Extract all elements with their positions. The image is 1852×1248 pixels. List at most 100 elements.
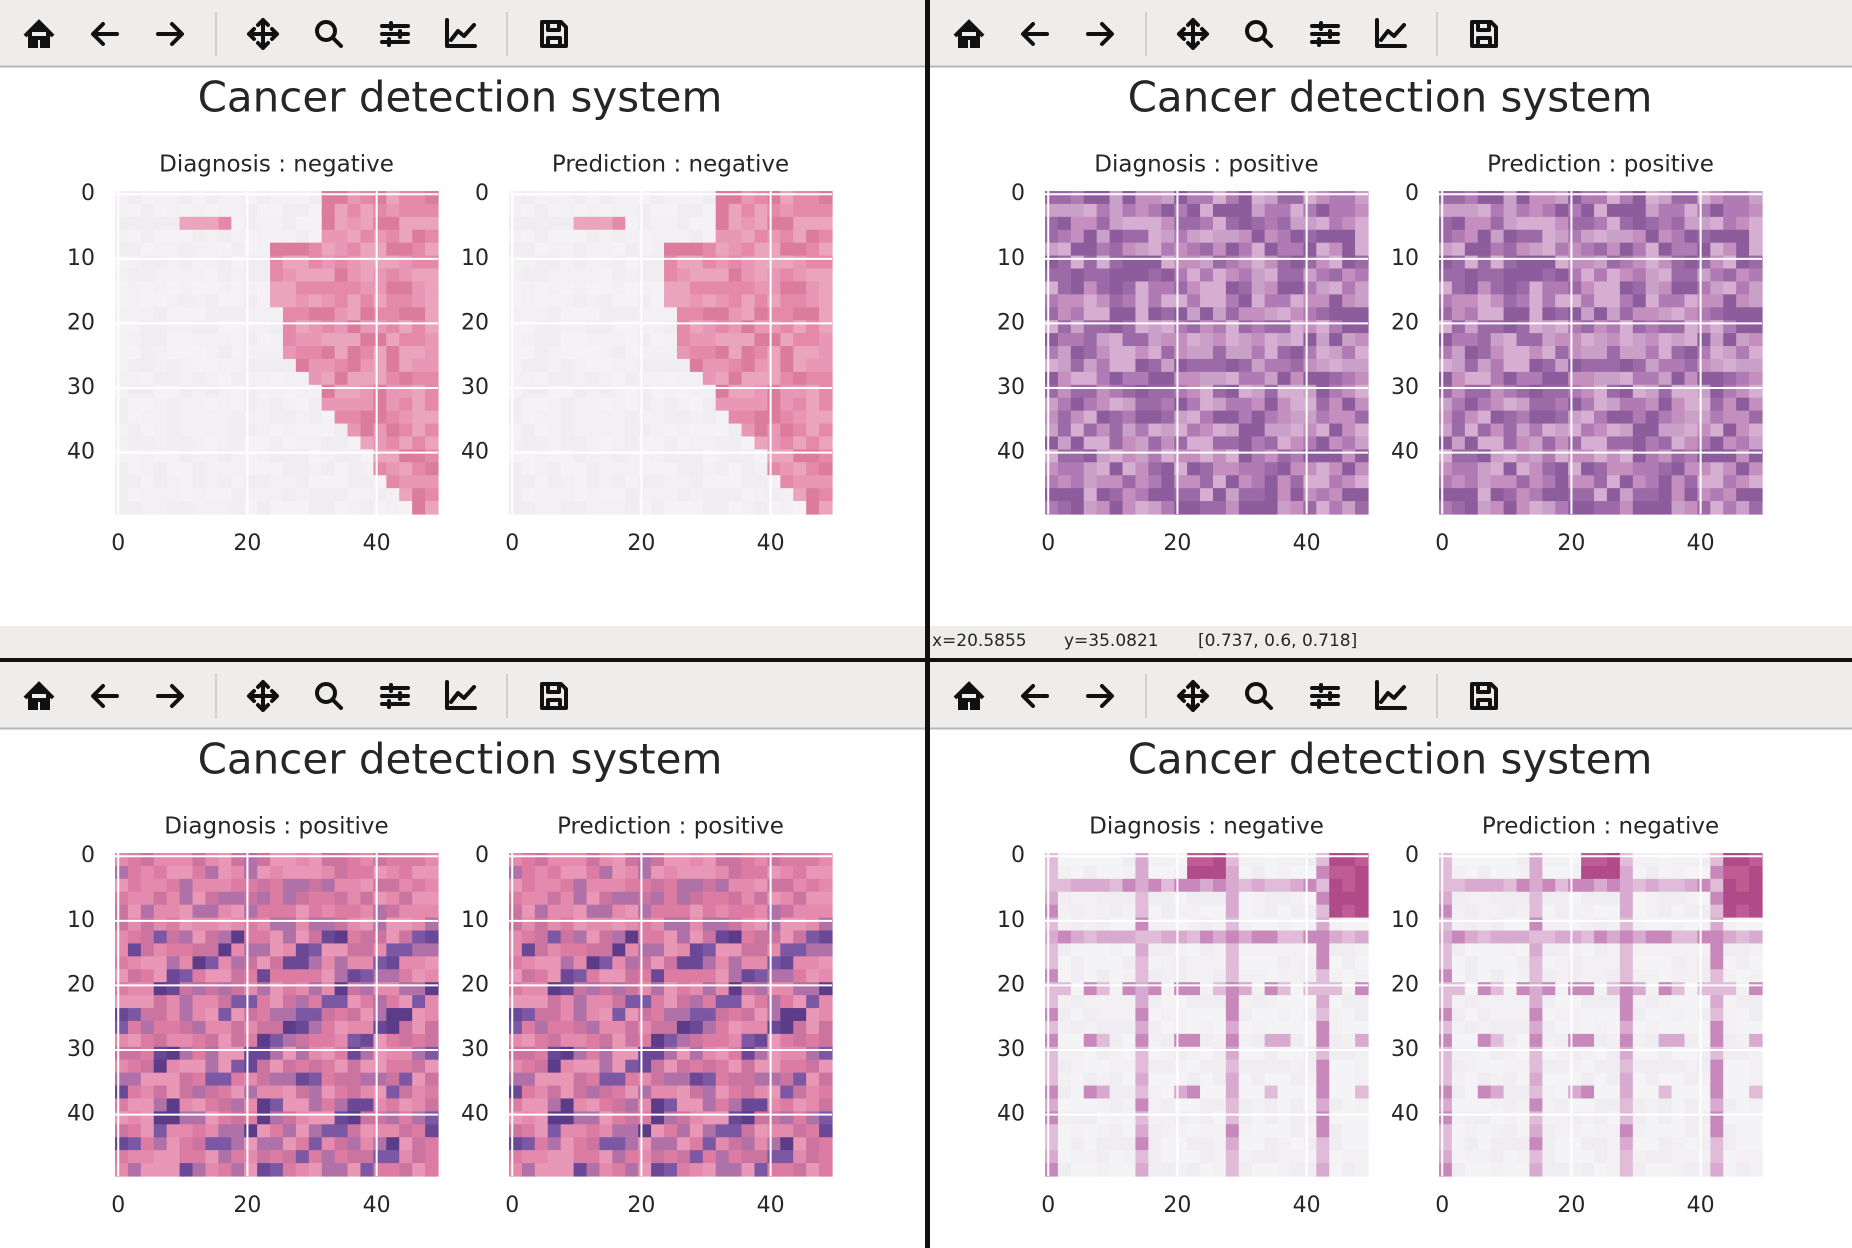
image-pixel (1122, 1098, 1137, 1112)
toolbar-button[interactable] (380, 21, 410, 47)
image-pixel (334, 930, 349, 945)
image-pixel (560, 307, 575, 321)
toolbar-button[interactable] (1245, 682, 1273, 710)
toolbar-button[interactable] (91, 684, 119, 708)
image-pixel (573, 333, 588, 347)
image-pixel (1555, 384, 1569, 399)
toolbar-button[interactable] (247, 680, 279, 712)
image-pixel (1632, 865, 1647, 880)
toolbar-button[interactable] (156, 22, 184, 46)
image-pixel (741, 281, 756, 295)
toolbar-button[interactable] (23, 681, 55, 710)
image-pixel (1658, 969, 1673, 983)
image-pixel (651, 1150, 665, 1164)
image-pixel (689, 203, 704, 218)
toolbar-button[interactable] (23, 19, 55, 48)
image-pixel (425, 384, 439, 399)
toolbar-button[interactable] (1086, 684, 1114, 708)
image-pixel (1083, 969, 1098, 983)
toolbar-button[interactable] (1086, 22, 1114, 46)
image-pixel (1671, 371, 1686, 386)
toolbar-button[interactable] (1021, 22, 1049, 46)
image-pixel (806, 1150, 820, 1164)
image-pixel (1503, 930, 1518, 945)
image-pixel (1083, 878, 1098, 893)
image-pixel (1251, 462, 1266, 476)
toolbar-button[interactable] (1375, 680, 1407, 710)
image-pixel (1057, 1150, 1072, 1164)
image-pixel (586, 203, 601, 218)
image-pixel (521, 1046, 536, 1061)
image-pixel (1225, 449, 1240, 463)
image-pixel (1329, 216, 1343, 231)
image-pixel (625, 384, 639, 399)
image-pixel (1200, 1059, 1214, 1074)
image-pixel (1355, 358, 1369, 373)
image-pixel (412, 1085, 426, 1100)
toolbar-button[interactable] (1177, 680, 1209, 712)
image-pixel (1148, 423, 1162, 438)
image-pixel (1671, 475, 1686, 489)
image-pixel (1477, 436, 1492, 450)
image-pixel (1174, 307, 1188, 321)
image-pixel (1342, 320, 1356, 334)
image-pixel (231, 333, 245, 347)
image-pixel (1083, 268, 1098, 283)
image-pixel (1542, 904, 1556, 919)
image-pixel (638, 853, 652, 867)
image-pixel (412, 397, 426, 412)
toolbar-button[interactable] (315, 20, 343, 48)
toolbar-button[interactable] (953, 681, 985, 710)
image-pixel (702, 216, 717, 231)
image-pixel (728, 956, 743, 970)
image-pixel (676, 268, 691, 283)
toolbar-button[interactable] (1021, 684, 1049, 708)
image-pixel (534, 1059, 549, 1074)
toolbar-button[interactable] (1470, 682, 1498, 710)
image-pixel (1303, 501, 1317, 515)
image-pixel (153, 281, 168, 295)
toolbar-button[interactable] (1310, 683, 1340, 709)
image-pixel (586, 488, 601, 502)
toolbar-button[interactable] (1310, 21, 1340, 47)
image-pixel (179, 1085, 194, 1100)
image-pixel (295, 1059, 310, 1074)
image-pixel (425, 1046, 439, 1061)
image-pixel (573, 1150, 588, 1164)
image-pixel (793, 216, 807, 231)
image-pixel (599, 1098, 613, 1112)
toolbar-button[interactable] (953, 19, 985, 48)
image-pixel (1736, 956, 1750, 970)
image-pixel (127, 1085, 142, 1100)
image-pixel (1135, 853, 1149, 867)
toolbar-button[interactable] (380, 683, 410, 709)
toolbar-button[interactable] (1177, 18, 1209, 50)
image-pixel (1225, 878, 1240, 893)
image-pixel (754, 878, 768, 893)
toolbar-button[interactable] (445, 18, 477, 48)
toolbar-button[interactable] (315, 682, 343, 710)
image-pixel (1109, 1046, 1124, 1061)
image-pixel (1200, 943, 1214, 957)
toolbar-button[interactable] (1470, 20, 1498, 48)
toolbar-button[interactable] (540, 682, 568, 710)
image-pixel (1451, 969, 1466, 983)
image-pixel (715, 371, 730, 386)
toolbar-button[interactable] (445, 680, 477, 710)
image-pixel (1451, 320, 1466, 334)
toolbar-button[interactable] (540, 20, 568, 48)
toolbar-button[interactable] (1375, 18, 1407, 48)
image-pixel (115, 904, 129, 919)
image-pixel (373, 384, 387, 399)
toolbar-button[interactable] (247, 18, 279, 50)
toolbar-button[interactable] (156, 684, 184, 708)
image-pixel (1057, 281, 1072, 295)
image-pixel (1697, 1020, 1711, 1035)
toolbar-button[interactable] (91, 22, 119, 46)
toolbar-button[interactable] (1245, 20, 1273, 48)
image-pixel (534, 995, 549, 1009)
image-pixel (308, 982, 323, 996)
image-pixel (664, 904, 678, 919)
image-pixel (547, 449, 562, 463)
image-pixel (728, 255, 743, 270)
